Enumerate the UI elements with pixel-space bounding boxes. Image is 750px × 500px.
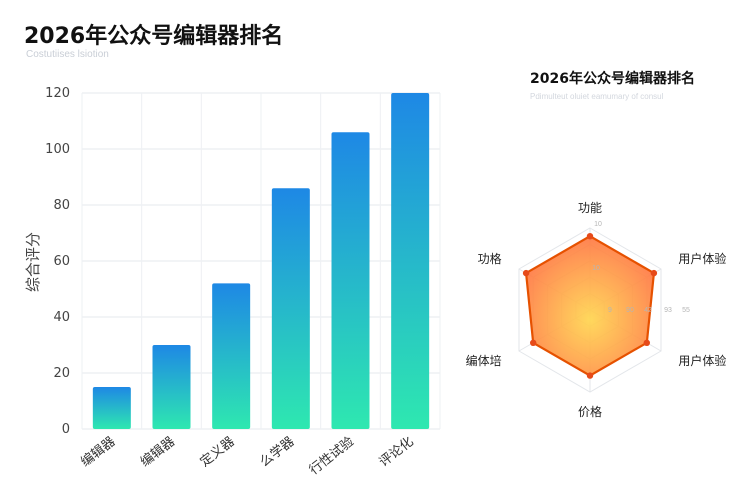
bar-series: [92, 93, 430, 429]
bar-y-tick-label: 100: [45, 142, 70, 157]
bar-y-axis-label: 综合评分: [24, 232, 42, 292]
bar-grid: [81, 92, 441, 430]
bar: [331, 132, 370, 429]
bar-x-tick-label: 评论化: [377, 434, 417, 470]
bar-y-tick-label: 60: [53, 254, 70, 269]
bar-y-tick-label: 40: [53, 310, 70, 325]
page-title: 2026年公众号编辑器排名: [24, 24, 284, 49]
bar: [92, 387, 131, 429]
bar-x-tick-label: 编辑器: [138, 434, 178, 470]
bar-x-tick-label: 行性试验: [306, 434, 357, 479]
bar-y-tick-label: 20: [53, 366, 70, 381]
bar-y-tick-label: 80: [53, 198, 70, 213]
bar: [212, 283, 251, 429]
radar-chart-subtitle: Pdimulteut oluiet eamumary of consul: [530, 92, 664, 101]
bar-x-tick-label: 么学器: [257, 434, 298, 471]
bar-x-tick-label: 编辑器: [78, 434, 118, 470]
bar-x-ticks: 编辑器 编辑器 定义器 么学器 行性试验 评论化: [78, 434, 416, 479]
page-subtitle: Costutiises lsiotion: [26, 49, 109, 60]
bar: [271, 188, 310, 429]
bar-y-ticks: 0 20 40 60 80 100 120: [45, 86, 70, 437]
bar: [391, 93, 430, 429]
bar: [152, 345, 191, 429]
bar-x-tick-label: 定义器: [198, 434, 238, 470]
bar-y-tick-label: 0: [62, 422, 70, 437]
bar-y-tick-label: 120: [45, 86, 70, 101]
radar-chart-title: 2026年公众号编辑器排名: [530, 71, 695, 87]
